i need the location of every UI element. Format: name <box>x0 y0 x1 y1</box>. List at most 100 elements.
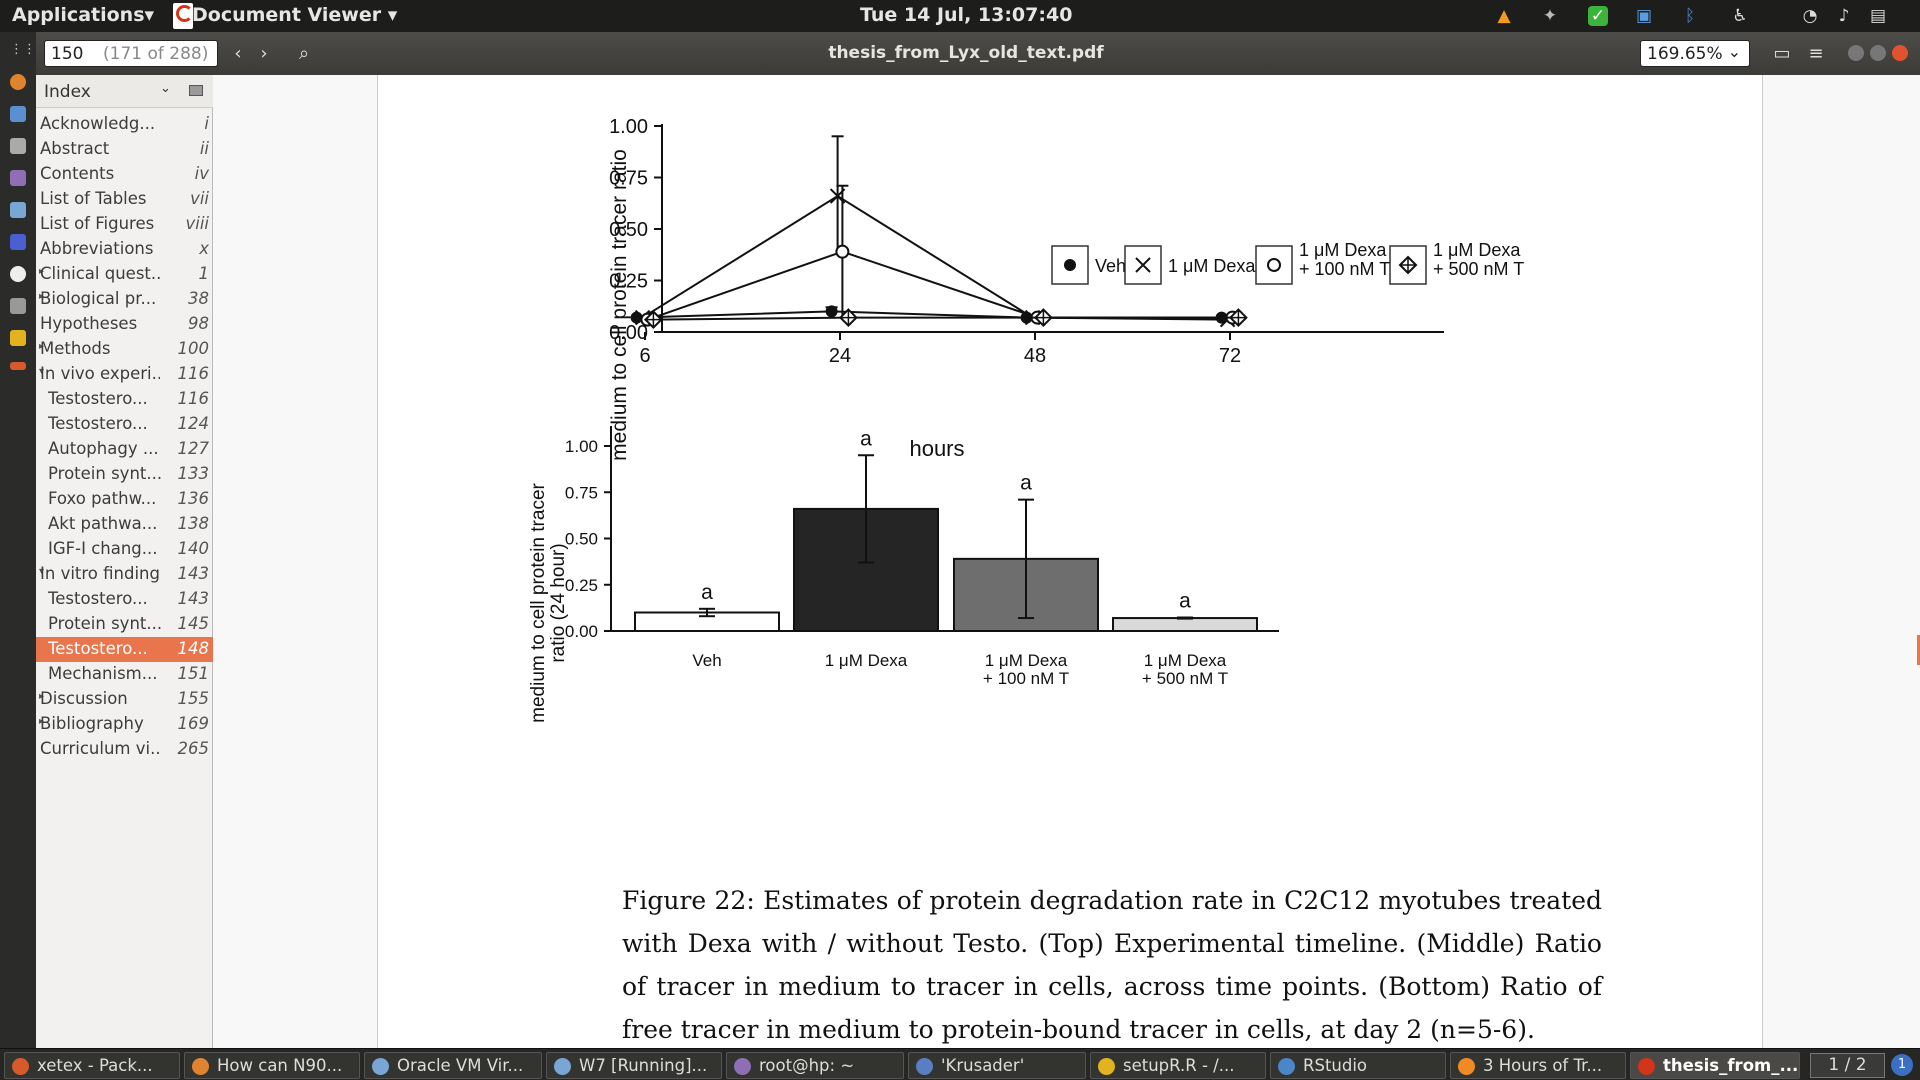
vlc-icon[interactable]: ▲ <box>1497 6 1511 26</box>
page-number-value[interactable]: 150 <box>51 44 84 64</box>
zoom-select[interactable]: 169.65% ⌄ <box>1640 40 1750 67</box>
toc-item[interactable]: ▸ Discussion 155 <box>36 687 213 712</box>
toc-item[interactable]: Contents iv <box>36 162 213 187</box>
network-manager-icon[interactable]: ▣ <box>1635 6 1653 26</box>
update-ok-icon[interactable]: ✓ <box>1588 6 1608 26</box>
scrollbar-thumb[interactable] <box>1917 635 1920 665</box>
files-launcher-icon[interactable] <box>10 138 26 154</box>
taskbar-item-label: root@hp: ~ <box>759 1056 855 1075</box>
accessibility-icon[interactable]: ♿ <box>1732 6 1748 26</box>
toc-item[interactable]: Abbreviations x <box>36 237 213 262</box>
toc-item-page: 127 <box>177 439 210 458</box>
notification-badge[interactable]: 1 <box>1891 1054 1913 1076</box>
cross-stroke <box>1135 257 1151 273</box>
text-editor-launcher-icon[interactable] <box>10 106 26 122</box>
clock[interactable]: Tue 14 Jul, 13:07:40 <box>860 4 1073 26</box>
bar-category-label: Veh <box>692 651 721 670</box>
virtualbox-launcher-icon[interactable] <box>10 202 26 218</box>
terminal-launcher-icon[interactable] <box>10 170 26 186</box>
toc-item-title: List of Tables <box>40 189 147 208</box>
toc-item[interactable]: Testostero... 143 <box>36 587 213 612</box>
toc-item[interactable]: Curriculum vi... 265 <box>36 737 213 762</box>
toc-item[interactable]: Testostero... 116 <box>36 387 213 412</box>
taskbar-item[interactable]: root@hp: ~ <box>726 1052 904 1079</box>
toc-item[interactable]: ▾ In vivo experi... 116 <box>36 362 213 387</box>
next-page-button[interactable]: › <box>260 43 268 64</box>
toc-item[interactable]: Mechanism... 151 <box>36 662 213 687</box>
taskbar-item[interactable]: 'Krusader' <box>908 1052 1086 1079</box>
toc-item[interactable]: Autophagy ... 127 <box>36 437 213 462</box>
toc-item[interactable]: ▸ Bibliography 169 <box>36 712 213 737</box>
expander-closed-icon[interactable]: ▸ <box>39 716 45 727</box>
legend-label: 1 μM Dexa + 100 nM T <box>1299 240 1390 279</box>
view-mode-icon[interactable]: ▭ <box>1773 43 1791 64</box>
dropbox-icon[interactable]: ✦ <box>1542 6 1558 26</box>
lyx-launcher-icon[interactable] <box>10 298 26 314</box>
toc-item[interactable]: List of Tables vii <box>36 187 213 212</box>
document-area[interactable]: 0.00 0.25 0.50 0.75 1.00 6 24 48 72 hours medium t… <box>213 75 1920 1048</box>
toc-item-page: 100 <box>177 339 210 358</box>
close-button[interactable] <box>1892 45 1908 61</box>
toc-item-page: 116 <box>177 389 210 408</box>
toc-item[interactable]: ▸ Methods 100 <box>36 337 213 362</box>
calculator-launcher-icon[interactable] <box>10 234 26 250</box>
applications-menu[interactable]: Applications▾ <box>12 4 155 26</box>
expander-closed-icon[interactable]: ▸ <box>39 291 45 302</box>
volume-icon[interactable]: ♪ <box>1838 6 1850 26</box>
expander-closed-icon[interactable]: ▸ <box>39 691 45 702</box>
taskbar-item[interactable]: xetex - Pack... <box>4 1052 180 1079</box>
bluetooth-icon[interactable]: ᛒ <box>1684 6 1696 26</box>
app-icon <box>192 1058 209 1075</box>
hamburger-menu-icon[interactable]: ≡ <box>1808 43 1824 64</box>
taskbar-item[interactable]: setupR.R - /... <box>1090 1052 1266 1079</box>
toc-item-page: 155 <box>177 689 210 708</box>
previous-page-button[interactable]: ‹ <box>234 43 242 64</box>
toc-item[interactable]: Abstract ii <box>36 137 213 162</box>
toc-item[interactable]: List of Figures viii <box>36 212 213 237</box>
wifi-icon[interactable]: ◔ <box>1802 6 1818 26</box>
misc-launcher-icon[interactable] <box>10 362 26 370</box>
toc-item[interactable]: Testostero... 124 <box>36 412 213 437</box>
taskbar-item-label: 3 Hours of Tr... <box>1483 1056 1603 1075</box>
workspace-switcher[interactable]: 1 / 2 <box>1810 1053 1885 1078</box>
toc-item[interactable]: Testostero... 148 <box>36 637 213 662</box>
page-number-input[interactable]: 150 (171 of 288) <box>44 40 218 67</box>
app-menu[interactable]: Document Viewer ▾ <box>192 4 397 26</box>
document-title: thesis_from_Lyx_old_text.pdf <box>828 43 1104 63</box>
toc-item[interactable]: ▸ Clinical quest... 1 <box>36 262 213 287</box>
apps-grid-icon[interactable]: ⋮⋮ <box>10 42 36 57</box>
toc-item[interactable]: ▸ Biological pr... 38 <box>36 287 213 312</box>
minimize-button[interactable] <box>1848 45 1864 61</box>
thumbnails-icon[interactable] <box>189 85 203 96</box>
expander-closed-icon[interactable]: ▸ <box>39 341 45 352</box>
bar-chart-y-tick-label: 0.00 <box>565 622 598 641</box>
bar-chart-y-tick-label: 0.75 <box>565 483 598 502</box>
sidebar-view-select[interactable]: Index ⌄ <box>36 75 213 108</box>
toc-item[interactable]: Hypotheses 98 <box>36 312 213 337</box>
taskbar-item[interactable]: How can N90... <box>184 1052 360 1079</box>
app-icon <box>372 1058 389 1075</box>
taskbar-item[interactable]: Oracle VM Vir... <box>364 1052 542 1079</box>
toc-item[interactable]: Acknowledg... i <box>36 112 213 137</box>
search-icon[interactable]: ⌕ <box>298 43 310 64</box>
expander-open-icon[interactable]: ▾ <box>39 366 45 377</box>
taskbar-item[interactable]: thesis_from_... <box>1630 1052 1800 1079</box>
toc-item[interactable]: Akt pathwa... 138 <box>36 512 213 537</box>
toc-item[interactable]: Protein synt... 145 <box>36 612 213 637</box>
maximize-button[interactable] <box>1870 45 1886 61</box>
firefox-launcher-icon[interactable] <box>10 74 26 90</box>
settings-launcher-icon[interactable] <box>10 266 26 282</box>
toc-item[interactable]: Foxo pathw... 136 <box>36 487 213 512</box>
taskbar-item[interactable]: RStudio <box>1270 1052 1446 1079</box>
expander-closed-icon[interactable]: ▸ <box>39 266 45 277</box>
toc-item[interactable]: ▾ In vitro findings 143 <box>36 562 213 587</box>
toc-item[interactable]: Protein synt... 133 <box>36 462 213 487</box>
rstudio-launcher-icon[interactable] <box>10 330 26 346</box>
text-line: medium to cell protein tracer <box>528 482 549 722</box>
taskbar-item[interactable]: 3 Hours of Tr... <box>1450 1052 1626 1079</box>
clipboard-icon[interactable]: ▤ <box>1869 6 1887 26</box>
expander-open-icon[interactable]: ▾ <box>39 566 45 577</box>
taskbar-item[interactable]: W7 [Running]... <box>546 1052 722 1079</box>
taskbar-item-label: W7 [Running]... <box>579 1056 708 1075</box>
toc-item[interactable]: IGF-I chang... 140 <box>36 537 213 562</box>
